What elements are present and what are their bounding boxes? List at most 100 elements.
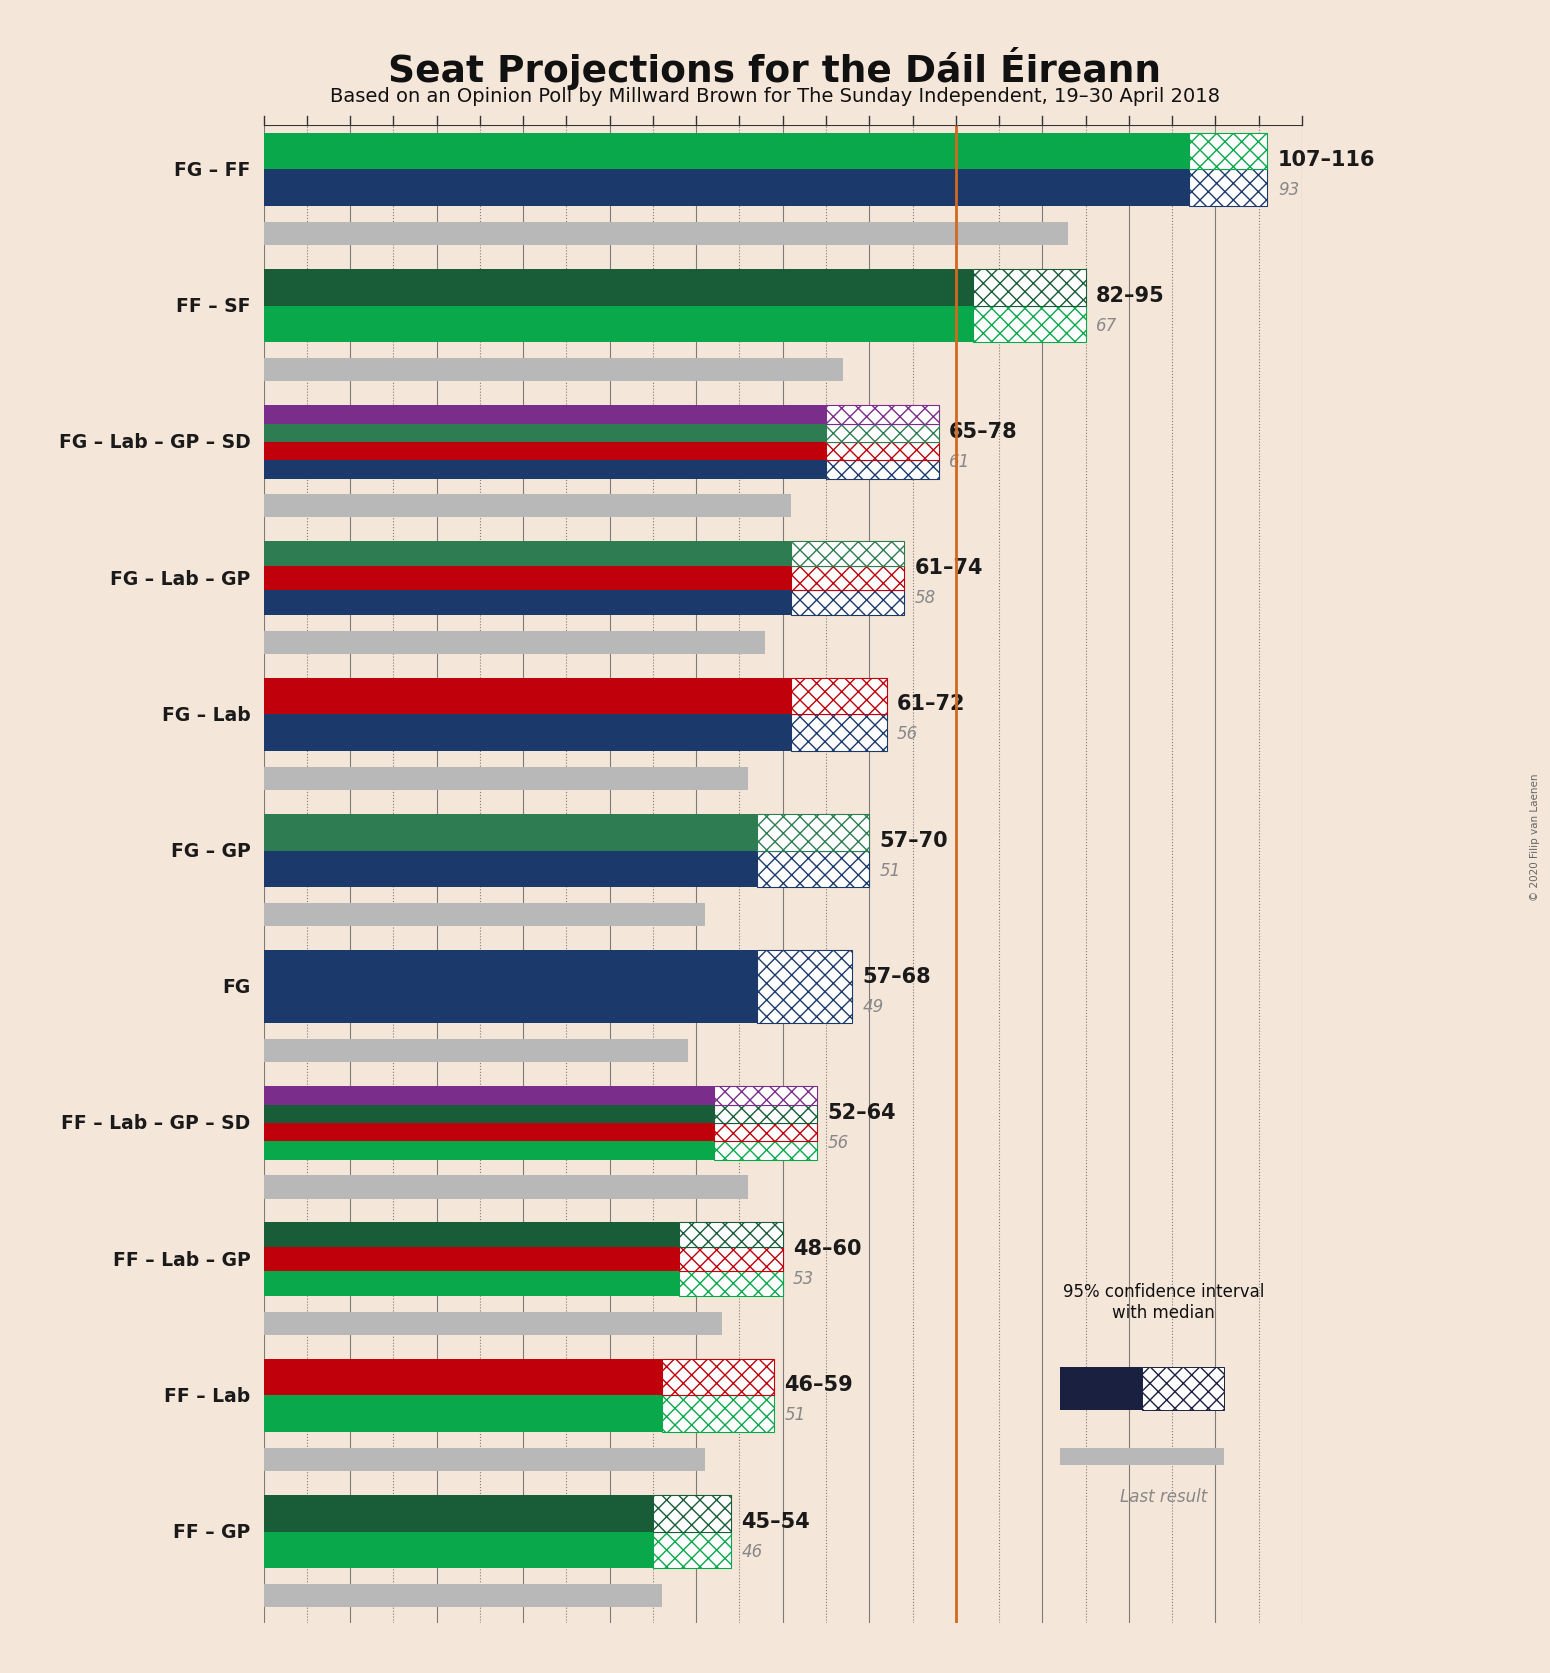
Text: 82–95: 82–95 — [1096, 286, 1164, 306]
Bar — [264, 134, 1189, 171]
Bar — [792, 678, 887, 714]
Bar — [264, 425, 826, 443]
Bar — [264, 1531, 653, 1568]
Bar — [713, 1104, 817, 1123]
Text: FG – Lab – GP: FG – Lab – GP — [110, 569, 251, 589]
Bar — [264, 495, 792, 519]
Bar — [756, 815, 870, 852]
Text: FF – GP: FF – GP — [174, 1522, 251, 1541]
Text: 58: 58 — [914, 589, 936, 607]
Bar — [1189, 171, 1268, 207]
Text: 49: 49 — [862, 997, 883, 1016]
Text: Based on an Opinion Poll by Millward Brown for The Sunday Independent, 19–30 Apr: Based on an Opinion Poll by Millward Bro… — [330, 87, 1220, 105]
Text: FG – FF: FG – FF — [174, 161, 251, 181]
Text: © 2020 Filip van Laenen: © 2020 Filip van Laenen — [1530, 773, 1539, 900]
Text: 53: 53 — [794, 1270, 814, 1288]
Bar — [826, 407, 939, 425]
Bar — [713, 1086, 817, 1104]
Text: 95% confidence interval
with median: 95% confidence interval with median — [1063, 1283, 1265, 1322]
Bar — [264, 1223, 679, 1246]
Bar — [653, 1531, 732, 1568]
Bar — [264, 1447, 705, 1471]
Bar — [264, 1104, 713, 1123]
Text: FG – Lab: FG – Lab — [161, 706, 251, 724]
Bar — [264, 950, 756, 1024]
Bar — [264, 1584, 662, 1608]
Bar — [973, 306, 1085, 343]
Bar — [713, 1123, 817, 1141]
Text: 57–68: 57–68 — [862, 967, 932, 985]
Bar — [264, 591, 792, 616]
Text: 56: 56 — [828, 1133, 849, 1151]
Text: Seat Projections for the Dáil Éireann: Seat Projections for the Dáil Éireann — [389, 47, 1161, 90]
Bar — [264, 815, 756, 852]
Bar — [1060, 1367, 1142, 1410]
Text: FF – Lab – GP: FF – Lab – GP — [113, 1250, 251, 1268]
Text: 61–74: 61–74 — [914, 557, 983, 577]
Text: 45–54: 45–54 — [741, 1511, 811, 1531]
Bar — [264, 1496, 653, 1531]
Text: 51: 51 — [880, 862, 901, 878]
Text: FF – Lab: FF – Lab — [164, 1385, 251, 1405]
Bar — [679, 1271, 783, 1297]
Text: 93: 93 — [1277, 181, 1299, 199]
Bar — [264, 1123, 713, 1141]
Bar — [264, 631, 766, 654]
Bar — [792, 714, 887, 751]
Bar — [264, 1176, 749, 1200]
Text: 61–72: 61–72 — [897, 694, 966, 714]
Text: 61: 61 — [949, 453, 970, 470]
Bar — [264, 1358, 662, 1395]
Bar — [713, 1141, 817, 1159]
Bar — [264, 360, 843, 381]
Bar — [264, 407, 826, 425]
Bar — [264, 1312, 722, 1335]
Text: 65–78: 65–78 — [949, 422, 1017, 442]
Bar — [756, 950, 852, 1024]
Text: 56: 56 — [897, 724, 918, 743]
Bar — [264, 1086, 713, 1104]
Bar — [264, 768, 749, 790]
Text: 46: 46 — [741, 1543, 763, 1559]
Text: FF – SF: FF – SF — [177, 298, 251, 316]
Text: Last result: Last result — [1121, 1487, 1207, 1504]
Bar — [826, 462, 939, 480]
Bar — [264, 1271, 679, 1297]
Bar — [826, 443, 939, 462]
Bar — [679, 1223, 783, 1246]
Bar — [264, 852, 756, 888]
Text: FG – Lab – GP – SD: FG – Lab – GP – SD — [59, 433, 251, 452]
Bar — [662, 1358, 773, 1395]
Text: 46–59: 46–59 — [784, 1375, 852, 1395]
Text: FG: FG — [222, 977, 251, 997]
Text: 107–116: 107–116 — [1277, 149, 1375, 169]
Text: FG – GP: FG – GP — [170, 842, 251, 860]
Bar — [264, 223, 1068, 246]
Bar — [264, 542, 792, 567]
Bar — [264, 678, 792, 714]
Bar — [264, 269, 973, 306]
Bar — [264, 443, 826, 462]
Bar — [1060, 1447, 1224, 1466]
Bar — [792, 567, 904, 591]
Bar — [264, 714, 792, 751]
Bar — [756, 852, 870, 888]
Bar — [679, 1246, 783, 1271]
Bar — [264, 171, 1189, 207]
Bar — [662, 1395, 773, 1432]
Bar — [264, 1141, 713, 1159]
Bar — [264, 1039, 688, 1062]
Bar — [653, 1496, 732, 1531]
Bar — [264, 903, 705, 927]
Bar — [792, 542, 904, 567]
Bar — [792, 591, 904, 616]
Bar — [264, 462, 826, 480]
Bar — [1142, 1367, 1224, 1410]
Bar — [264, 306, 973, 343]
Text: 57–70: 57–70 — [880, 830, 949, 850]
Text: 48–60: 48–60 — [794, 1238, 862, 1258]
Bar — [264, 567, 792, 591]
Bar — [264, 1246, 679, 1271]
Text: 52–64: 52–64 — [828, 1103, 896, 1123]
Bar — [264, 1395, 662, 1432]
